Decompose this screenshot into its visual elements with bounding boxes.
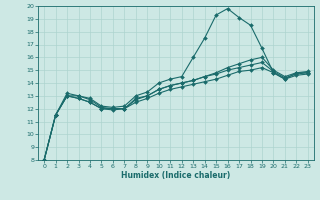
X-axis label: Humidex (Indice chaleur): Humidex (Indice chaleur) bbox=[121, 171, 231, 180]
